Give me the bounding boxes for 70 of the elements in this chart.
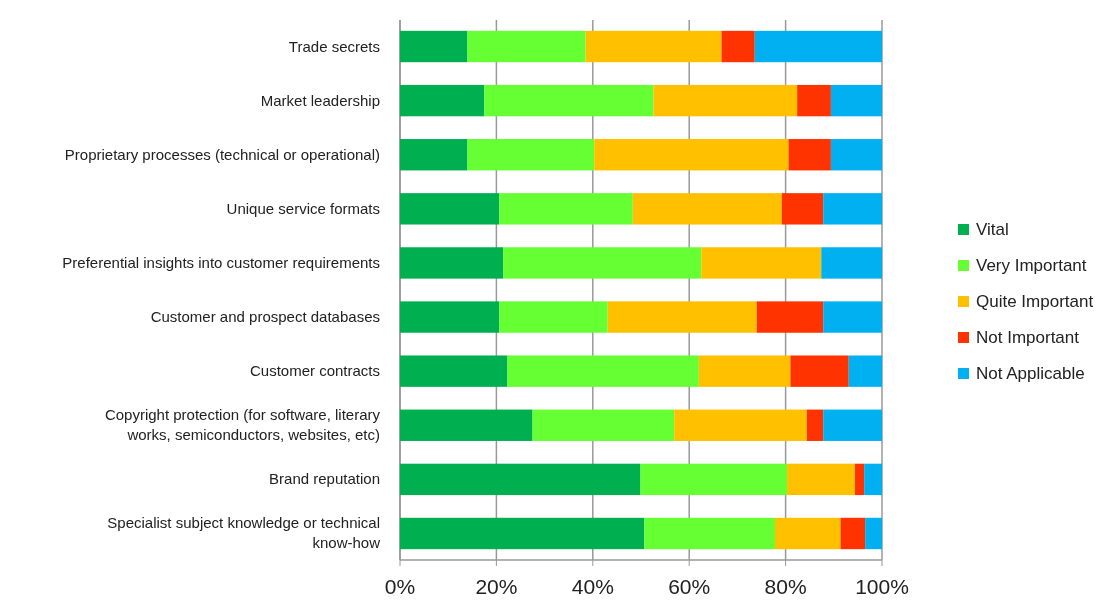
- bar: [507, 355, 699, 387]
- y-tick-label: Preferential insights into customer requirements: [62, 253, 380, 271]
- bar: [400, 139, 468, 171]
- bar: [781, 193, 824, 225]
- bar: [797, 84, 831, 117]
- bar: [532, 409, 675, 441]
- bar: [756, 301, 824, 333]
- bar: [788, 139, 831, 171]
- x-tick-label: 60%: [668, 575, 711, 598]
- bar: [400, 84, 485, 117]
- y-tick-label: Brand reputation: [269, 470, 380, 488]
- bar: [790, 355, 849, 387]
- bar: [400, 301, 500, 333]
- x-tick-label: 100%: [855, 575, 909, 598]
- bar: [499, 193, 633, 225]
- bar: [400, 355, 508, 387]
- bar: [754, 30, 882, 63]
- x-tick-label: 0%: [384, 575, 416, 598]
- y-tick-label: Copyright protection (for software, literary works, semiconductors, websites, etc): [104, 406, 381, 444]
- y-tick-label: Customer and prospect databases: [150, 308, 380, 326]
- bar: [674, 409, 807, 441]
- bar: [400, 517, 645, 550]
- y-tick-label: Market leadership: [260, 91, 380, 109]
- bar: [653, 84, 798, 117]
- y-tick-label: Unique service formats: [226, 199, 380, 217]
- bar: [400, 409, 533, 441]
- bar: [400, 463, 641, 496]
- x-tick-label: 40%: [571, 575, 614, 598]
- legend-label: Very Important: [976, 256, 1087, 275]
- bar: [640, 463, 788, 496]
- legend-label: Not Important: [976, 328, 1080, 347]
- y-tick-label: Specialist subject knowledge or technical know-how: [107, 514, 381, 552]
- bar: [830, 84, 882, 117]
- bar: [821, 247, 882, 279]
- x-tick-label: 20%: [475, 575, 518, 598]
- bar: [400, 247, 504, 279]
- legend-label: Vital: [976, 220, 1009, 239]
- bar: [830, 139, 882, 171]
- y-tick-label: Customer contracts: [249, 362, 380, 380]
- legend-label: Quite Important: [976, 292, 1094, 311]
- legend-label: Not Applicable: [976, 364, 1085, 383]
- bar: [467, 30, 586, 63]
- bar: [701, 247, 822, 279]
- bar: [823, 301, 882, 333]
- bar: [865, 517, 882, 550]
- y-tick-label: Proprietary processes (technical or operational): [64, 145, 380, 163]
- bar: [775, 517, 841, 550]
- bar: [467, 139, 595, 171]
- bar: [806, 409, 824, 441]
- bar: [721, 30, 755, 63]
- x-tick-label: 80%: [764, 575, 807, 598]
- bar: [499, 301, 608, 333]
- bar: [400, 30, 468, 63]
- bar: [594, 139, 789, 171]
- bar: [632, 193, 782, 225]
- bar: [607, 301, 757, 333]
- bar: [864, 463, 882, 496]
- y-tick-label: Trade secrets: [288, 37, 380, 55]
- bar: [503, 247, 702, 279]
- bar: [787, 463, 856, 496]
- bar: [840, 517, 866, 550]
- bar: [855, 463, 865, 496]
- bar: [823, 409, 882, 441]
- bar: [823, 193, 882, 225]
- bar: [848, 355, 882, 387]
- bar: [585, 30, 722, 63]
- bar: [400, 193, 500, 225]
- bar: [484, 84, 654, 117]
- bar: [698, 355, 791, 387]
- bar: [644, 517, 775, 550]
